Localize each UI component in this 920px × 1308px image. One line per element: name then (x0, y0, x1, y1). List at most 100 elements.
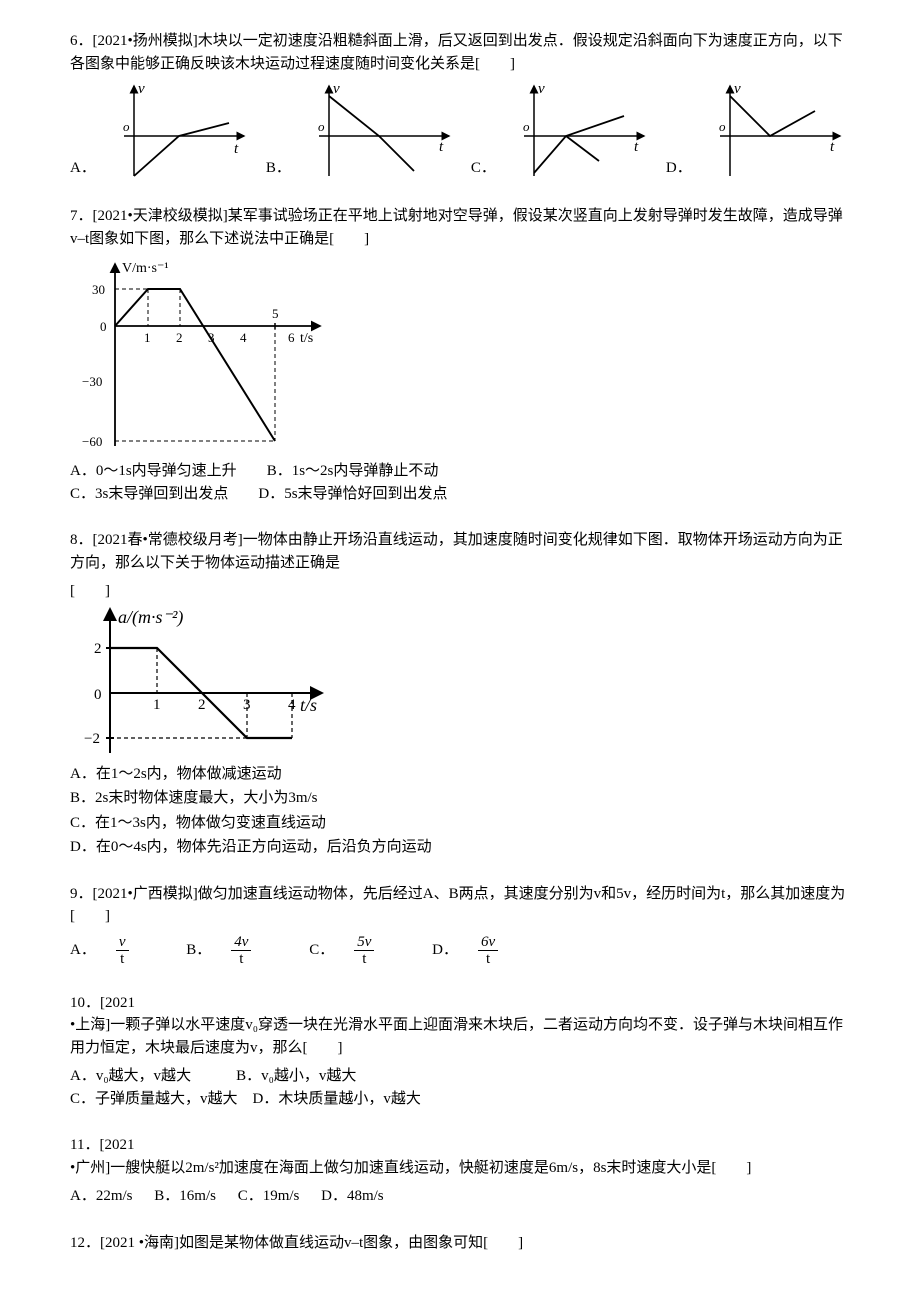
q8-xlabel: t/s (300, 695, 317, 715)
q8-bracket: [ ] (70, 580, 850, 603)
q8-num: 8． (70, 532, 93, 548)
q9-opt-b: B．4vt (186, 942, 287, 958)
q9-opt-c: C．5vt (309, 942, 410, 958)
q11-opt-c: C．19m/s (238, 1188, 300, 1204)
q10-stem: 10．[2021 •上海]一颗子弹以水平速度v₀穿透一块在光滑水平面上迎面滑来木… (70, 992, 850, 1060)
svg-text:v: v (538, 81, 545, 97)
question-7: 7．[2021•天津校级模拟]某军事试验场正在平地上试射地对空导弹，假设某次竖直… (70, 205, 850, 505)
svg-text:−2: −2 (84, 731, 100, 747)
q9-source: [2021•广西模拟] (93, 886, 198, 902)
q10-opt-c: C．子弹质量越大，v越大 (70, 1091, 238, 1107)
svg-text:1: 1 (153, 697, 161, 713)
q7-opt-d: D．5s末导弹恰好回到出发点 (258, 486, 447, 502)
q6-opt-b: B． o v t (266, 81, 459, 181)
q10-opt-b: B．v₀越小，v越大 (236, 1068, 356, 1084)
q6-opt-c-label: C． (471, 157, 496, 182)
svg-text:2: 2 (94, 641, 102, 657)
q8-opt-d: D．在0～4s内，物体先沿正方向运动，后沿负方向运动 (70, 836, 850, 859)
svg-text:v: v (333, 81, 340, 97)
q12-stem: 12．[2021 •海南]如图是某物体做直线运动v–t图象，由图象可知[ ] (70, 1232, 850, 1255)
q8-stem: 8．[2021春•常德校级月考]一物体由静止开场沿直线运动，其加速度随时间变化规… (70, 529, 850, 574)
q7-opt-b: B．1s～2s内导弹静止不动 (267, 463, 439, 479)
question-11: 11．[2021 •广州]一艘快艇以2m/s²加速度在海面上做匀加速直线运动，快… (70, 1134, 850, 1208)
question-8: 8．[2021春•常德校级月考]一物体由静止开场沿直线运动，其加速度随时间变化规… (70, 529, 850, 859)
svg-text:o: o (719, 119, 726, 134)
svg-text:t: t (234, 141, 239, 157)
q11-source2: •广州] (70, 1160, 110, 1176)
q11-stem-text: 一艘快艇以2m/s²加速度在海面上做匀加速直线运动，快艇初速度是6m/s，8s末… (110, 1160, 751, 1176)
q12-num: 12． (70, 1235, 100, 1251)
q7-xlabel: t/s (300, 331, 313, 346)
q10-options: A．v₀越大，v越大 B．v₀越小，v越大 C．子弹质量越大，v越大 D．木块质… (70, 1065, 850, 1110)
q6-opt-c: C． o v t (471, 81, 654, 181)
q7-yneg60: −60 (82, 434, 102, 449)
q10-opt-d: D．木块质量越小，v越大 (253, 1091, 421, 1107)
svg-text:t: t (439, 139, 444, 155)
q11-options: A．22m/s B．16m/s C．19m/s D．48m/s (70, 1185, 850, 1208)
svg-text:1: 1 (144, 330, 151, 345)
svg-text:6: 6 (288, 330, 295, 345)
q10-source1: [2021 (100, 995, 135, 1011)
svg-text:v: v (138, 81, 145, 97)
q12-source: [2021 •海南] (100, 1235, 179, 1251)
svg-text:2: 2 (198, 697, 206, 713)
q7-opt-c: C．3s末导弹回到出发点 (70, 486, 228, 502)
q7-options: A．0～1s内导弹匀速上升 B．1s～2s内导弹静止不动 C．3s末导弹回到出发… (70, 460, 850, 505)
svg-text:0: 0 (94, 687, 102, 703)
q11-opt-d: D．48m/s (321, 1188, 384, 1204)
question-6: 6．[2021•扬州模拟]木块以一定初速度沿粗糙斜面上滑，后又返回到出发点．假设… (70, 30, 850, 181)
svg-text:5: 5 (272, 306, 279, 321)
q6-graph-c: o v t (504, 81, 654, 181)
q6-source: [2021•扬州模拟] (93, 33, 198, 49)
q11-num: 11． (70, 1137, 99, 1153)
q6-options: A． o v t B． o v t (70, 81, 850, 181)
q7-num: 7． (70, 208, 93, 224)
q10-num: 10． (70, 995, 100, 1011)
svg-text:2: 2 (176, 330, 183, 345)
q7-yneg30: −30 (82, 374, 102, 389)
q7-source: [2021•天津校级模拟] (93, 208, 228, 224)
question-12: 12．[2021 •海南]如图是某物体做直线运动v–t图象，由图象可知[ ] (70, 1232, 850, 1255)
q10-source2: •上海] (70, 1017, 110, 1033)
q9-num: 9． (70, 886, 93, 902)
q6-graph-a: o v t (104, 81, 254, 181)
q6-graph-b: o v t (299, 81, 459, 181)
q11-opt-a: A．22m/s (70, 1188, 133, 1204)
q8-ylabel: a/(m·s⁻²) (118, 607, 183, 628)
svg-text:4: 4 (240, 330, 247, 345)
svg-text:o: o (318, 119, 325, 134)
q11-opt-b: B．16m/s (154, 1188, 216, 1204)
question-9: 9．[2021•广西模拟]做匀加速直线运动物体，先后经过A、B两点，其速度分别为… (70, 883, 850, 968)
q11-stem: 11．[2021 •广州]一艘快艇以2m/s²加速度在海面上做匀加速直线运动，快… (70, 1134, 850, 1179)
svg-text:o: o (123, 119, 130, 134)
q6-stem: 6．[2021•扬州模拟]木块以一定初速度沿粗糙斜面上滑，后又返回到出发点．假设… (70, 30, 850, 75)
q6-opt-a: A． o v t (70, 81, 254, 181)
q8-opt-a: A．在1～2s内，物体做减速运动 (70, 763, 850, 786)
q7-opt-a: A．0～1s内导弹匀速上升 (70, 463, 237, 479)
q12-stem-text: 如图是某物体做直线运动v–t图象，由图象可知[ ] (179, 1235, 523, 1251)
q9-opt-a: A．vt (70, 942, 165, 958)
q6-opt-d-label: D． (666, 157, 692, 182)
svg-text:o: o (523, 119, 530, 134)
q9-stem: 9．[2021•广西模拟]做匀加速直线运动物体，先后经过A、B两点，其速度分别为… (70, 883, 850, 928)
q11-source1: [2021 (99, 1137, 134, 1153)
q8-graph: a/(m·s⁻²) t/s 2 0 −2 1 2 3 4 (70, 603, 330, 763)
svg-text:t: t (634, 139, 639, 155)
q8-opt-c: C．在1～3s内，物体做匀变速直线运动 (70, 812, 850, 835)
q9-options: A．vt B．4vt C．5vt D．6vt (70, 934, 850, 968)
svg-text:v: v (734, 81, 741, 97)
q7-y30: 30 (92, 282, 105, 297)
q7-ylabel: V/m·s⁻¹ (122, 261, 169, 276)
svg-text:t: t (830, 139, 835, 155)
q10-opt-a: A．v₀越大，v越大 (70, 1068, 191, 1084)
q9-opt-d: D．6vt (432, 942, 534, 958)
svg-text:0: 0 (100, 319, 107, 334)
q8-options: A．在1～2s内，物体做减速运动 B．2s末时物体速度最大，大小为3m/s C．… (70, 763, 850, 859)
q7-graph: V/m·s⁻¹ t/s 30 0 −30 −60 1 2 3 4 5 6 (70, 256, 330, 456)
q6-opt-a-label: A． (70, 157, 96, 182)
q8-opt-b: B．2s末时物体速度最大，大小为3m/s (70, 787, 850, 810)
q6-opt-b-label: B． (266, 157, 291, 182)
q6-opt-d: D． o v t (666, 81, 850, 181)
q6-graph-d: o v t (700, 81, 850, 181)
q6-num: 6． (70, 33, 93, 49)
